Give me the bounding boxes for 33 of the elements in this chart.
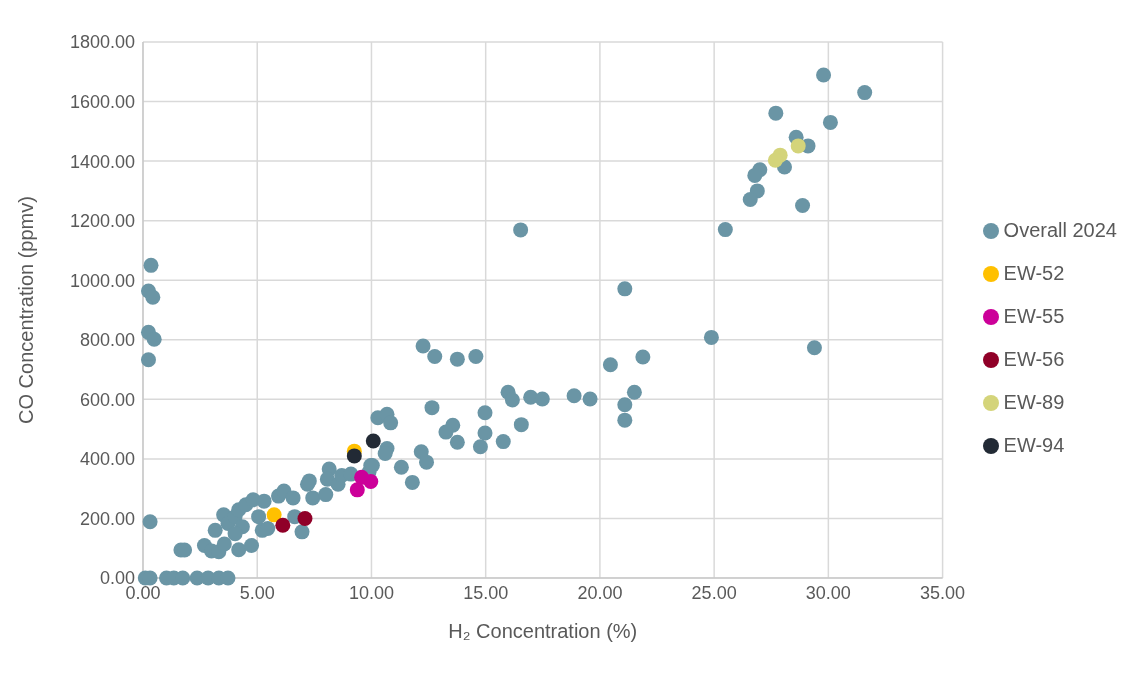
y-tick-label: 1200.00 xyxy=(69,211,135,232)
point xyxy=(297,510,313,526)
legend-label: Overall 2024 xyxy=(1003,219,1117,242)
point xyxy=(349,482,365,498)
x-tick-label: 10.00 xyxy=(348,582,394,603)
x-axis-title: H₂ Concentration (%) xyxy=(448,620,638,642)
y-tick-label: 1800.00 xyxy=(69,32,135,53)
legend-label: EW-52 xyxy=(1003,262,1065,285)
point xyxy=(346,448,362,464)
point xyxy=(275,517,291,533)
legend-label: EW-56 xyxy=(1003,348,1065,371)
y-tick-label: 1000.00 xyxy=(69,270,135,291)
y-tick-label: 400.00 xyxy=(79,449,135,470)
point xyxy=(767,152,783,168)
y-tick-label: 600.00 xyxy=(79,389,135,410)
legend-label: EW-55 xyxy=(1003,305,1065,328)
y-tick-label: 800.00 xyxy=(79,330,135,351)
y-tick-label: 1400.00 xyxy=(69,151,135,172)
legend-label: EW-94 xyxy=(1003,434,1065,457)
point xyxy=(365,433,381,449)
y-axis-title: CO Concentration (ppmv) xyxy=(15,196,38,424)
x-tick-label: 20.00 xyxy=(577,582,623,603)
x-tick-label: 35.00 xyxy=(920,582,966,603)
y-tick-label: 200.00 xyxy=(79,508,135,529)
point xyxy=(266,507,282,523)
x-tick-label: 30.00 xyxy=(805,582,851,603)
point xyxy=(790,138,806,154)
x-tick-label: 5.00 xyxy=(239,582,275,603)
x-tick-label: 15.00 xyxy=(463,582,509,603)
y-tick-label: 1600.00 xyxy=(69,91,135,112)
point xyxy=(363,474,379,490)
legend-label: EW-89 xyxy=(1003,391,1065,414)
x-tick-label: 25.00 xyxy=(691,582,737,603)
